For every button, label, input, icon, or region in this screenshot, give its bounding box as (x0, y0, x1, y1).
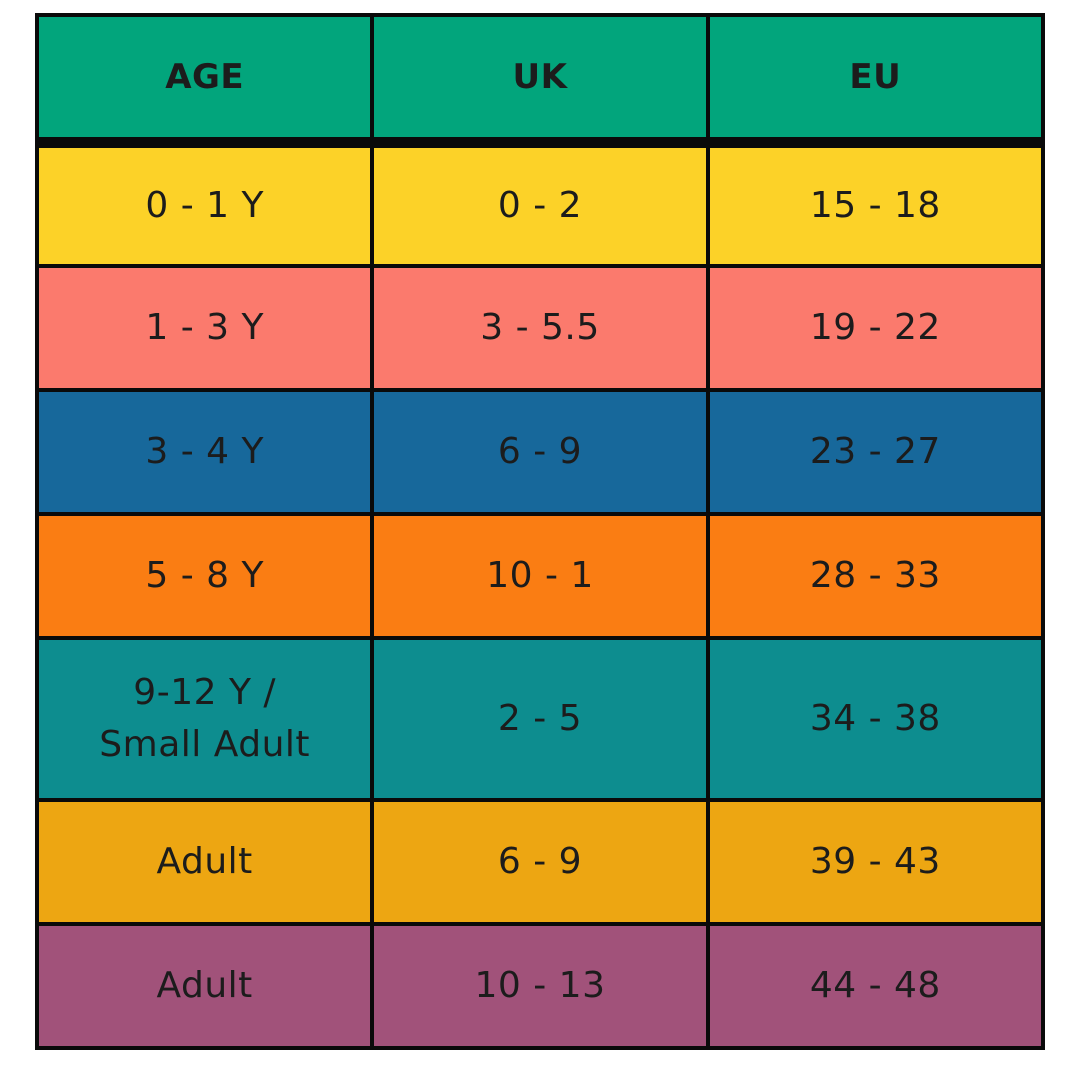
age-cell: Adult (34, 798, 375, 926)
age-cell: Adult (34, 922, 375, 1050)
age-cell: 0 - 1 Y (34, 140, 375, 268)
age-cell: 5 - 8 Y (34, 512, 375, 640)
table-body: 0 - 1 Y 0 - 2 15 - 18 1 - 3 Y 3 - 5.5 19… (34, 140, 1046, 1050)
header-eu: EU (705, 13, 1046, 148)
uk-cell: 10 - 13 (370, 922, 710, 1050)
table-row: 3 - 4 Y 6 - 9 23 - 27 (34, 388, 1046, 516)
size-chart-table: AGE UK EU 0 - 1 Y 0 - 2 15 - 18 1 - 3 Y … (34, 13, 1046, 1050)
eu-cell: 39 - 43 (705, 798, 1046, 926)
header-row: AGE UK EU (34, 13, 1046, 148)
uk-cell: 6 - 9 (370, 798, 710, 926)
table-row: 5 - 8 Y 10 - 1 28 - 33 (34, 512, 1046, 640)
uk-cell: 2 - 5 (370, 636, 710, 802)
table-row: 1 - 3 Y 3 - 5.5 19 - 22 (34, 264, 1046, 392)
table-row: Adult 6 - 9 39 - 43 (34, 798, 1046, 926)
header-age: AGE (34, 13, 375, 148)
uk-cell: 6 - 9 (370, 388, 710, 516)
uk-cell: 3 - 5.5 (370, 264, 710, 392)
uk-cell: 10 - 1 (370, 512, 710, 640)
age-cell: 3 - 4 Y (34, 388, 375, 516)
table-row: 9-12 Y / Small Adult 2 - 5 34 - 38 (34, 636, 1046, 802)
eu-cell: 34 - 38 (705, 636, 1046, 802)
table-row: Adult 10 - 13 44 - 48 (34, 922, 1046, 1050)
eu-cell: 19 - 22 (705, 264, 1046, 392)
eu-cell: 23 - 27 (705, 388, 1046, 516)
table-row: 0 - 1 Y 0 - 2 15 - 18 (34, 140, 1046, 268)
age-cell: 9-12 Y / Small Adult (34, 636, 375, 802)
eu-cell: 44 - 48 (705, 922, 1046, 1050)
eu-cell: 28 - 33 (705, 512, 1046, 640)
header-uk: UK (370, 13, 710, 148)
age-cell: 1 - 3 Y (34, 264, 375, 392)
size-chart: AGE UK EU 0 - 1 Y 0 - 2 15 - 18 1 - 3 Y … (34, 13, 1046, 1050)
eu-cell: 15 - 18 (705, 140, 1046, 268)
uk-cell: 0 - 2 (370, 140, 710, 268)
